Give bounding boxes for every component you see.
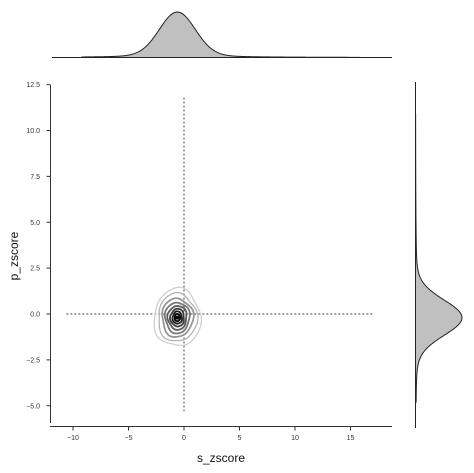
x-tick-label: −10 <box>67 435 79 442</box>
y-tick-label: −2.5 <box>26 357 40 364</box>
y-marginal-density <box>415 113 463 403</box>
contour-level <box>161 297 195 338</box>
x-tick-label: 5 <box>238 435 242 442</box>
x-tick-label: 15 <box>347 435 355 442</box>
y-tick-label: 0.0 <box>30 312 40 319</box>
x-axis-title: s_zscore <box>197 451 245 465</box>
contour-level <box>171 310 183 325</box>
y-axis-title: p_zscore <box>7 231 21 280</box>
y-tick-label: 10.0 <box>26 128 40 135</box>
contour-level <box>173 313 182 323</box>
density-peak-dot <box>175 315 180 320</box>
contour-level <box>153 286 203 347</box>
contour-level <box>163 301 191 335</box>
main-plot: −10 −5 0 5 10 15 −5.0 −2.5 0.0 2.5 5.0 7.5 10.0 12.5 <box>26 82 392 442</box>
y-tick-label: 5.0 <box>30 220 40 227</box>
y-axis-ticks: −5.0 −2.5 0.0 2.5 5.0 7.5 10.0 12.5 <box>26 82 51 410</box>
contour-level <box>166 305 188 331</box>
right-marginal <box>415 82 463 428</box>
y-tick-label: −5.0 <box>26 403 40 410</box>
top-marginal <box>52 11 392 58</box>
x-marginal-density <box>81 11 360 58</box>
y-tick-label: 2.5 <box>30 266 40 273</box>
contour-level <box>169 307 185 328</box>
contour-level <box>158 291 199 342</box>
y-tick-label: 7.5 <box>30 174 40 181</box>
x-tick-label: 0 <box>182 435 186 442</box>
x-axis-ticks: −10 −5 0 5 10 15 <box>67 426 355 442</box>
x-tick-label: 10 <box>291 435 299 442</box>
x-tick-label: −5 <box>125 435 133 442</box>
density-contours <box>153 286 203 347</box>
y-tick-label: 12.5 <box>26 82 40 89</box>
